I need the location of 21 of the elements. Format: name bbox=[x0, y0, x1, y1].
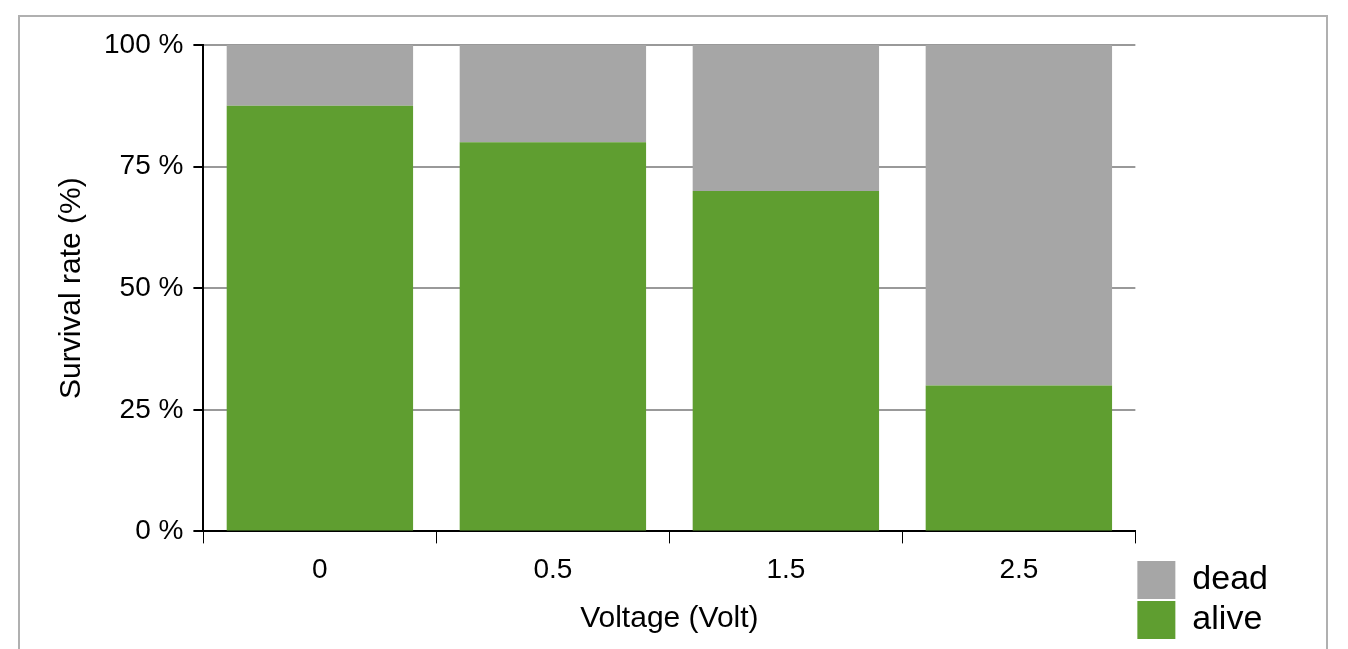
y-tick-label: 25 % bbox=[119, 392, 184, 424]
legend-label: alive bbox=[1192, 598, 1263, 637]
x-tick-label: 0.5 bbox=[533, 552, 573, 584]
x-tick-label: 2.5 bbox=[999, 552, 1039, 584]
y-tick-label: 0 % bbox=[135, 514, 184, 546]
legend-label: dead bbox=[1192, 558, 1268, 597]
y-axis-title: Survival rate (%) bbox=[53, 177, 87, 400]
bar bbox=[925, 45, 1113, 386]
y-tick-label: 100 % bbox=[103, 27, 184, 59]
bar bbox=[226, 105, 414, 531]
x-axis-title: Voltage (Volt) bbox=[580, 600, 759, 634]
bar bbox=[459, 45, 647, 143]
x-tick-label: 0 bbox=[312, 552, 328, 584]
bar bbox=[459, 142, 647, 531]
bar bbox=[692, 45, 880, 191]
bar bbox=[226, 45, 414, 106]
y-tick-label: 75 % bbox=[119, 149, 184, 181]
bar bbox=[925, 385, 1113, 531]
x-tick-label: 1.5 bbox=[766, 552, 806, 584]
bar bbox=[692, 190, 880, 531]
y-tick-label: 50 % bbox=[119, 270, 184, 302]
